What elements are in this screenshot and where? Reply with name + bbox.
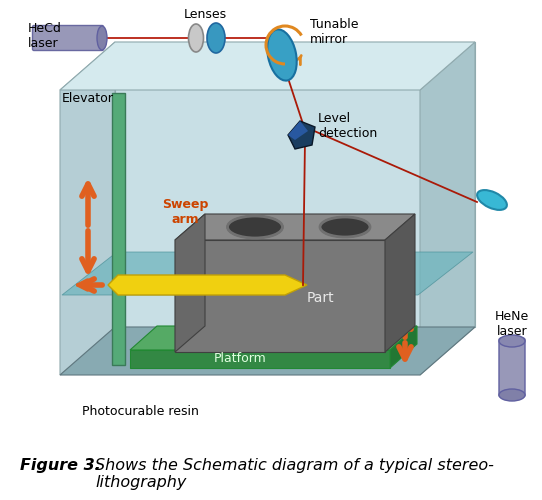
Text: Part: Part [306, 291, 334, 305]
Ellipse shape [189, 24, 203, 52]
Ellipse shape [477, 190, 507, 210]
Text: Platform: Platform [214, 352, 266, 364]
Text: Lenses: Lenses [183, 8, 227, 21]
Ellipse shape [97, 26, 107, 50]
FancyBboxPatch shape [33, 26, 104, 50]
Text: HeCd
laser: HeCd laser [28, 22, 62, 50]
Ellipse shape [499, 389, 525, 401]
Polygon shape [385, 214, 415, 352]
Polygon shape [130, 326, 417, 350]
Text: Photocurable resin: Photocurable resin [82, 405, 199, 418]
Text: Elevator: Elevator [62, 92, 114, 105]
Text: HeNe
laser: HeNe laser [495, 310, 529, 338]
Text: Shows the Schematic diagram of a typical stereo-
lithography: Shows the Schematic diagram of a typical… [95, 458, 494, 490]
Polygon shape [288, 121, 308, 140]
Polygon shape [175, 214, 205, 352]
Ellipse shape [320, 217, 370, 237]
Ellipse shape [228, 216, 282, 238]
Ellipse shape [499, 335, 525, 347]
FancyBboxPatch shape [499, 338, 525, 397]
Polygon shape [60, 42, 475, 90]
Polygon shape [60, 327, 475, 375]
Polygon shape [130, 350, 390, 368]
Polygon shape [60, 42, 115, 375]
Text: Level
detection: Level detection [318, 112, 377, 140]
Polygon shape [175, 214, 415, 240]
Text: Figure 3.: Figure 3. [20, 458, 101, 473]
Bar [112, 93, 125, 365]
Text: Tunable
mirror: Tunable mirror [310, 18, 358, 46]
Ellipse shape [207, 23, 225, 53]
Polygon shape [115, 42, 475, 327]
Polygon shape [108, 275, 307, 295]
Polygon shape [390, 326, 417, 368]
Polygon shape [62, 252, 473, 295]
Text: Sweep
arm: Sweep arm [162, 198, 208, 226]
Ellipse shape [267, 30, 296, 80]
Polygon shape [420, 42, 475, 375]
Polygon shape [288, 121, 315, 149]
Polygon shape [175, 240, 385, 352]
